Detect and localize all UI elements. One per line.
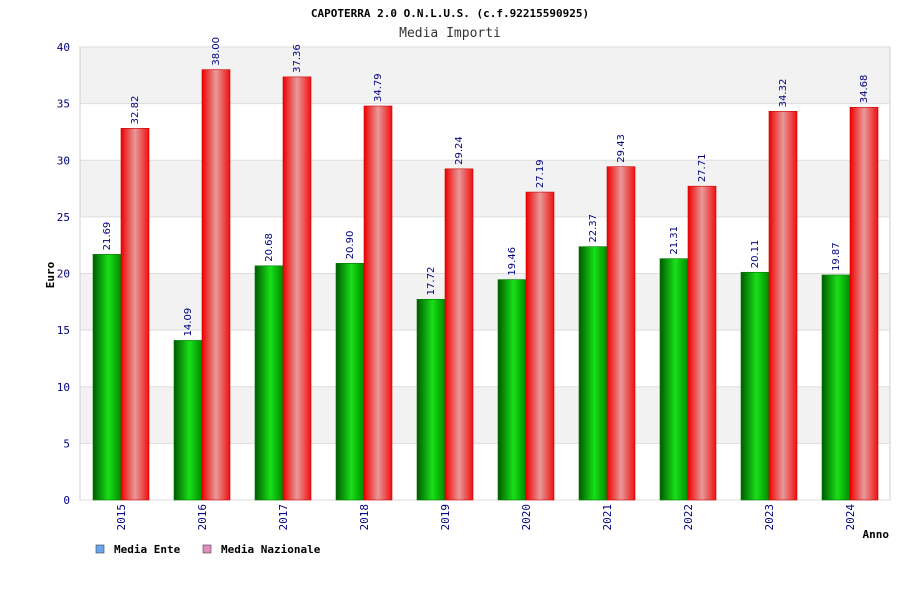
data-label-media-ente: 19.87	[831, 242, 842, 271]
legend-swatch-media-ente	[95, 544, 105, 554]
x-tick-label: 2015	[115, 504, 128, 531]
data-label-media-ente: 20.11	[750, 240, 761, 269]
data-label-media-nazionale: 27.19	[535, 159, 546, 188]
bar-media-ente	[92, 254, 122, 501]
data-label-media-nazionale: 32.82	[130, 96, 141, 125]
data-labels: 21.69 32.82 14.09 38.00 20.68 37.36 20.90 34.79…	[102, 37, 870, 336]
bar-media-nazionale	[606, 166, 636, 501]
bar-media-nazionale	[687, 185, 717, 501]
bar-media-nazionale	[444, 168, 474, 501]
bar-media-nazionale	[525, 191, 555, 501]
data-label-media-ente: 21.31	[669, 226, 680, 255]
plot-band	[80, 103, 890, 161]
bar-media-ente	[578, 246, 608, 501]
x-tick-label: 2022	[682, 504, 695, 531]
bars	[92, 69, 879, 501]
x-axis-label: Anno	[863, 528, 890, 541]
y-tick-label: 15	[57, 324, 70, 337]
x-tick-label: 2021	[601, 504, 614, 531]
y-axis-ticks: 0 5 10 15 20 25 30 35 40	[57, 41, 70, 507]
y-tick-label: 30	[57, 154, 70, 167]
data-label-media-nazionale: 34.79	[373, 73, 384, 102]
bar-media-ente	[497, 279, 527, 501]
x-tick-label: 2017	[277, 504, 290, 531]
y-tick-label: 20	[57, 268, 70, 281]
legend: Media Ente Media Nazionale	[95, 543, 321, 556]
y-tick-label: 25	[57, 211, 70, 224]
bar-media-ente	[335, 263, 365, 501]
x-tick-label: 2023	[763, 504, 776, 531]
data-label-media-nazionale: 37.36	[292, 44, 303, 73]
data-label-media-nazionale: 34.32	[778, 79, 789, 108]
data-label-media-nazionale: 34.68	[859, 75, 870, 104]
x-axis-ticks: 2015 2016 2017 2018 2019 2020 2021 2022 2023 2024	[115, 504, 857, 531]
bar-media-ente	[740, 271, 770, 501]
bar-media-ente	[254, 265, 284, 501]
y-axis-label: Euro	[44, 261, 57, 288]
bar-media-nazionale	[282, 76, 312, 501]
y-tick-label: 35	[57, 98, 70, 111]
plot-band	[80, 160, 890, 217]
bar-media-ente	[416, 299, 446, 501]
y-tick-label: 5	[63, 437, 70, 450]
data-label-media-ente: 22.37	[588, 214, 599, 243]
chart-title: CAPOTERRA 2.0 O.N.L.U.S. (c.f.9221559092…	[311, 7, 589, 20]
plot-band	[80, 47, 890, 104]
bar-media-ente	[659, 258, 689, 501]
chart-subtitle: Media Importi	[399, 26, 501, 41]
legend-swatch-media-nazionale	[202, 544, 212, 554]
plot-band	[80, 216, 890, 274]
x-tick-label: 2018	[358, 504, 371, 531]
x-tick-label: 2019	[439, 504, 452, 531]
legend-label-media-nazionale: Media Nazionale	[221, 543, 321, 556]
bar-media-nazionale	[768, 111, 798, 501]
bar-media-nazionale	[363, 105, 393, 501]
data-label-media-ente: 21.69	[102, 222, 113, 251]
data-label-media-ente: 19.46	[507, 247, 518, 276]
x-tick-label: 2020	[520, 504, 533, 531]
data-label-media-nazionale: 29.24	[454, 136, 465, 165]
y-tick-label: 10	[57, 381, 70, 394]
data-label-media-nazionale: 29.43	[616, 134, 627, 163]
data-label-media-ente: 20.68	[264, 233, 275, 262]
y-tick-label: 0	[63, 494, 70, 507]
data-label-media-ente: 14.09	[183, 308, 194, 337]
data-label-media-ente: 20.90	[345, 231, 356, 260]
data-label-media-nazionale: 38.00	[211, 37, 222, 66]
bar-media-ente	[821, 274, 851, 501]
bar-media-nazionale	[201, 69, 231, 501]
y-tick-label: 40	[57, 41, 70, 54]
x-tick-label: 2016	[196, 504, 209, 531]
x-tick-label: 2024	[844, 504, 857, 531]
bar-media-nazionale	[120, 128, 150, 501]
legend-label-media-ente: Media Ente	[114, 543, 181, 556]
bar-media-nazionale	[849, 106, 879, 501]
bar-media-ente	[173, 340, 203, 501]
data-label-media-ente: 17.72	[426, 267, 437, 296]
data-label-media-nazionale: 27.71	[697, 154, 708, 183]
